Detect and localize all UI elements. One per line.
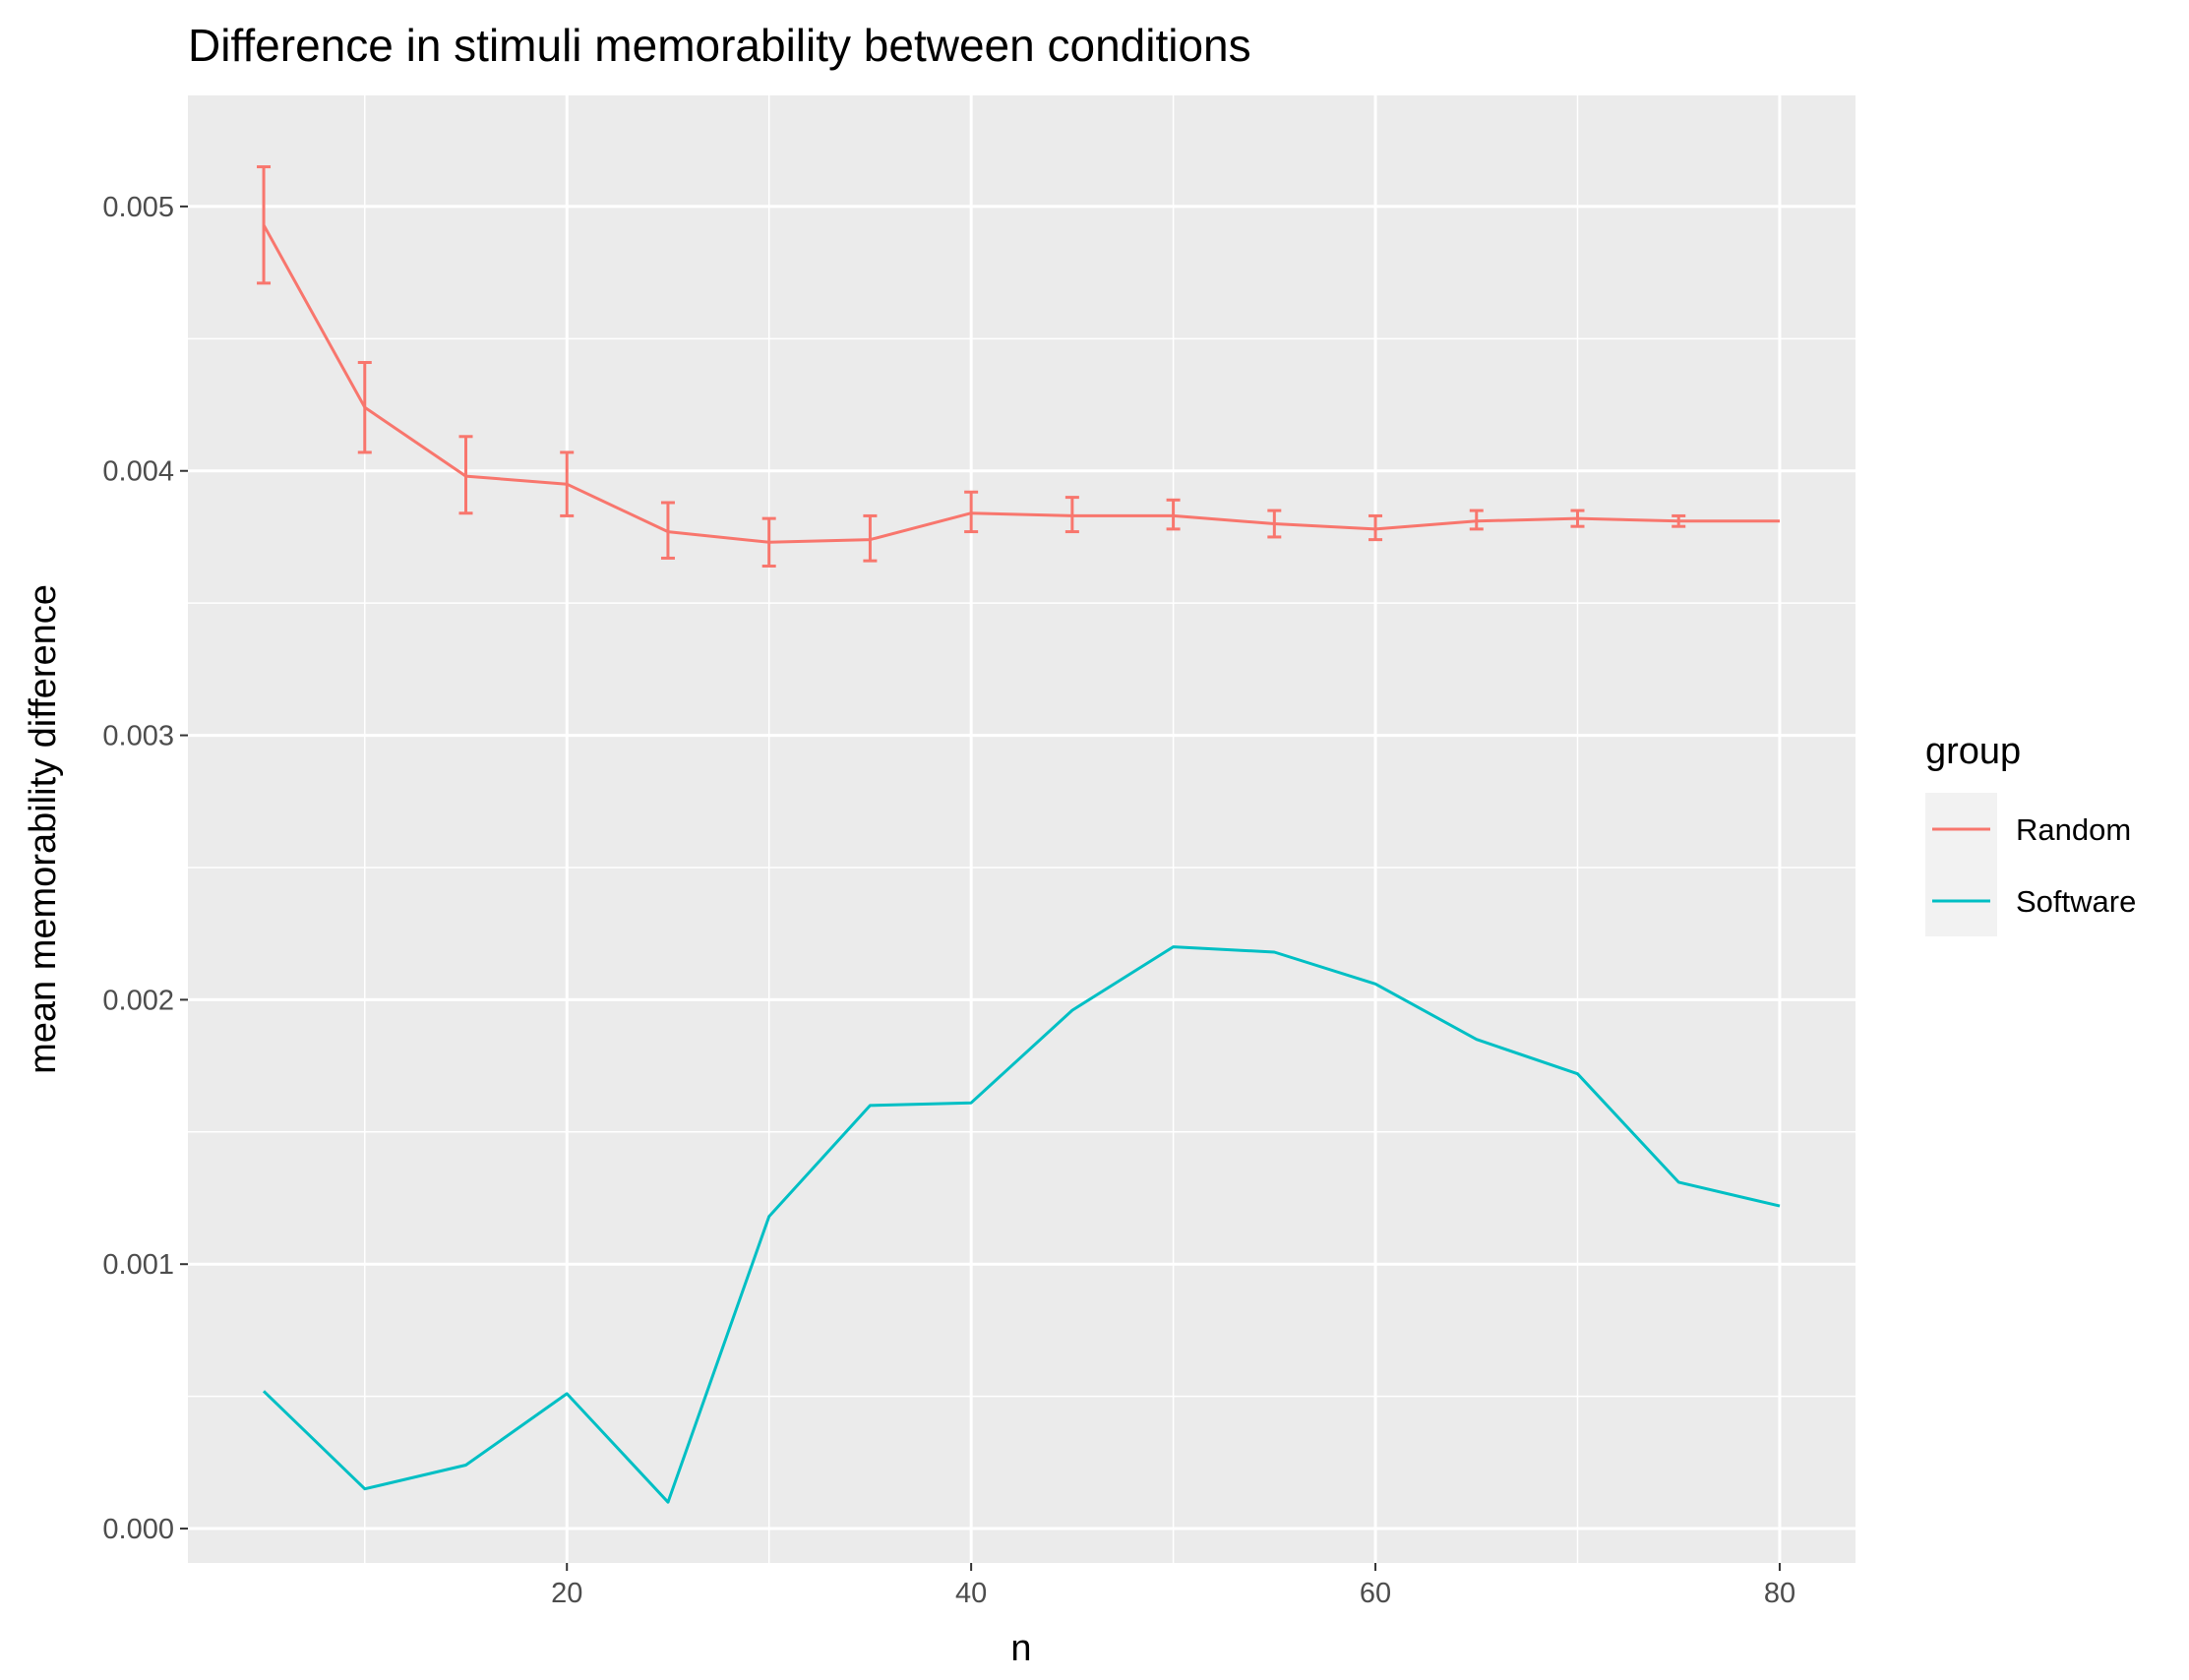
legend: group Random Software xyxy=(1925,731,2136,936)
y-tick-label: 0.004 xyxy=(102,456,174,488)
series-software xyxy=(262,945,1781,1504)
y-tick-label: 0.002 xyxy=(102,985,174,1016)
y-tick-label: 0.000 xyxy=(102,1514,174,1545)
x-axis-label: n xyxy=(1010,1628,1031,1669)
y-axis-ticks: 0.000 0.001 0.002 0.003 0.004 0.005 xyxy=(102,192,188,1545)
x-tick-label: 20 xyxy=(551,1578,582,1609)
legend-title: group xyxy=(1925,731,2021,772)
y-axis-label: mean memorability difference xyxy=(23,584,64,1074)
x-axis-ticks: 20 40 60 80 xyxy=(551,1563,1795,1609)
grid-lines xyxy=(188,95,1855,1563)
series-layer xyxy=(257,165,1781,1504)
legend-key-background xyxy=(1925,793,1997,936)
legend-label-software: Software xyxy=(2016,884,2136,919)
y-tick-label: 0.001 xyxy=(102,1249,174,1281)
y-tick-label: 0.003 xyxy=(102,721,174,752)
x-tick-label: 40 xyxy=(955,1578,987,1609)
plot-panel xyxy=(188,95,1855,1563)
legend-item-random: Random xyxy=(1932,812,2131,847)
series-line-random xyxy=(262,223,1780,544)
legend-label-random: Random xyxy=(2016,812,2131,847)
legend-item-software: Software xyxy=(1932,884,2136,919)
chart-title: Difference in stimuli memorability betwe… xyxy=(188,20,1251,71)
series-random xyxy=(257,165,1780,569)
y-tick-label: 0.005 xyxy=(102,192,174,223)
x-tick-label: 80 xyxy=(1764,1578,1795,1609)
series-line-software xyxy=(262,945,1781,1504)
x-tick-label: 60 xyxy=(1360,1578,1391,1609)
